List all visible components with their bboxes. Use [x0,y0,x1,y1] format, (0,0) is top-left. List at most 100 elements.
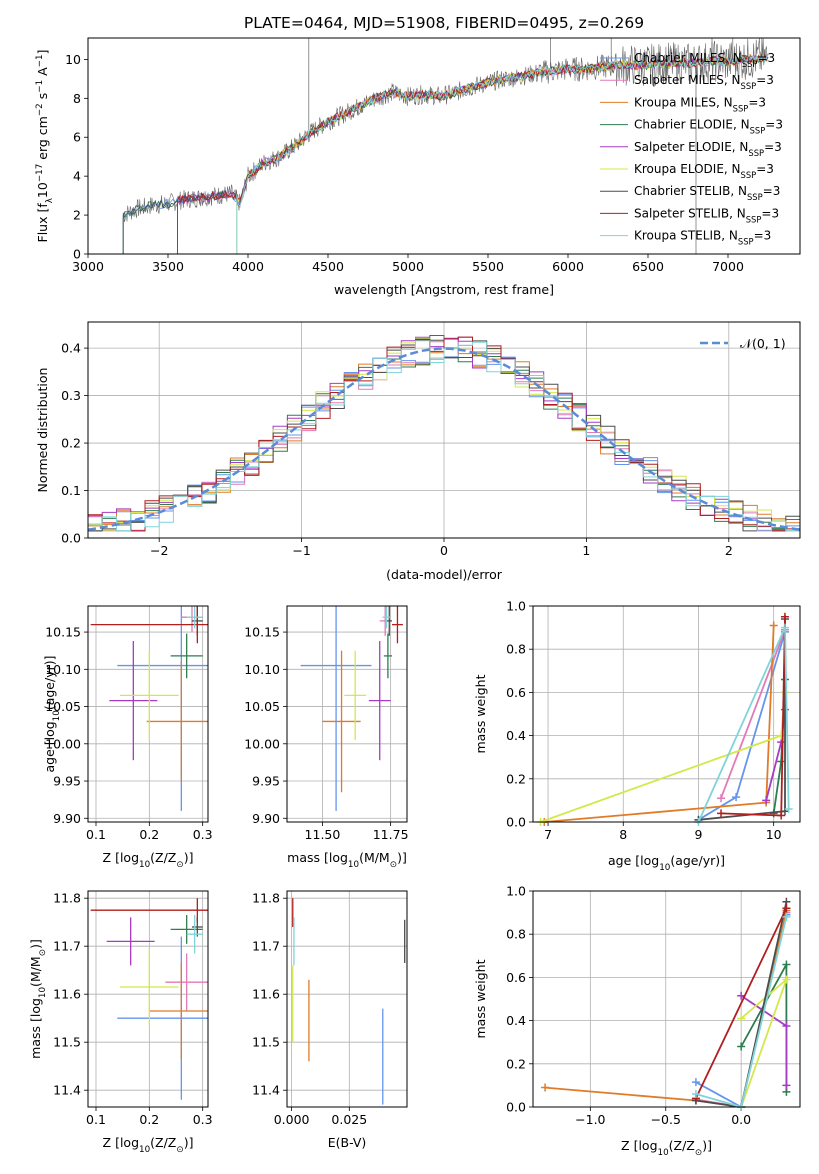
y-tick-label: 0.8 [506,642,526,657]
legend-entry-part: SSP [748,148,764,158]
x-axis-label-part: ⊙ [695,1148,702,1158]
legend-entry-part: =3 [748,95,766,109]
legend-entry-part: Chabrier ELODIE, N [634,118,750,132]
plot-frame [87,321,801,539]
x-tick-label: 4500 [312,259,344,274]
y-tick-label: 0.0 [506,815,526,830]
y-axis-label-part: −1 [35,54,45,67]
x-axis-label-part: )] [702,1138,712,1153]
x-tick-label: −1.0 [575,1112,605,1127]
series-line-group [737,960,791,1096]
y-tick-label: 0.2 [61,436,81,451]
plus-marker [737,1042,746,1051]
y-tick-label: 11.7 [252,939,280,954]
data-point [186,606,203,629]
y-tick-label: 11.8 [252,891,280,906]
legend-entry-part: SSP [746,214,762,224]
series-line [720,629,786,799]
legend-entry-part: =3 [765,118,783,132]
y-tick-label: 0.0 [61,531,81,546]
legend-entry-part: Kroupa MILES, N [634,95,733,109]
plus-marker [717,794,726,803]
model-spectrum-line [236,53,769,254]
y-tick-label: 1.0 [506,599,526,614]
axes-age_vs_mass: 11.50 11.75 9.90 9.95 10.00 10.05 10.10 10.15 ma… [244,605,409,870]
y-axis-label-part: −17 [35,164,45,182]
axes-mass_vs_EBV: 0.000 0.025 11.4 11.5 11.6 11.7 11.8 E(B-V) [252,890,408,1150]
plus-marker [782,960,791,969]
x-tick-label: 0.1 [86,827,106,842]
x-tick-label: 7000 [712,259,744,274]
y-axis-label-part: mass [log [28,998,43,1059]
legend-entry-part: SSP [733,103,749,113]
y-tick-label: 0.1 [61,483,81,498]
y-tick-label: 11.8 [53,891,81,906]
plus-marker [782,1022,791,1030]
axes-residual_histogram: −2 −1 0 1 2 0.0 0.1 0.2 0.3 0.4 Normed distributio… [35,321,801,582]
axes-mass_weight_vs_Z: −1.0 −0.5 0.0 0.0 0.2 0.4 0.6 0.8 1.0 Z [log10(Z/… [473,884,801,1158]
x-axis-label-part: (age/yr)] [670,853,725,868]
legend-entry: Salpeter MILES, NSSP=3 [634,73,774,91]
y-tick-label: 0.0 [506,1100,526,1115]
x-axis-label: E(B-V) [328,1135,367,1150]
y-tick-label: 0.2 [506,1056,526,1071]
legend-entry: Kroupa ELODIE, NSSP=3 [634,162,774,180]
x-tick-label: 0.2 [139,827,159,842]
data-point [322,650,361,793]
data-point [146,661,208,782]
legend-entry: 𝒩(0, 1) [740,336,786,351]
x-tick-label: 5000 [392,259,424,274]
plus-marker [691,1090,700,1099]
x-tick-label: 0.3 [193,1112,213,1127]
y-tick-label: 10.10 [244,662,280,677]
y-axis-label-part: Flux [f [35,203,50,243]
legend-entry-part: SSP [747,192,763,202]
x-axis-label: mass [log10(M/M⊙)] [287,850,407,870]
x-tick-label: 0 [440,543,448,558]
x-tick-label: −0.5 [651,1112,681,1127]
plus-marker [732,793,741,802]
y-tick-label: 11.5 [252,1035,280,1050]
legend-entry-part: =3 [764,140,782,154]
y-axis-label: Normed distribution [35,368,50,493]
x-tick-label: 0.025 [331,1112,367,1127]
y-tick-label: 11.7 [53,939,81,954]
legend-entry-part: Salpeter ELODIE, N [634,140,748,154]
x-axis-label-part: ⊙ [176,860,183,870]
data-point [90,606,208,644]
legend-entry-part: Kroupa ELODIE, N [634,162,741,176]
histogram-steps [88,340,800,532]
figure-title: PLATE=0464, MJD=51908, FIBERID=0495, z=0… [244,14,644,32]
plus-marker [782,912,791,921]
x-tick-label: 2 [725,543,733,558]
x-axis-label-part: ⊙ [390,860,397,870]
legend-entry-part: =3 [754,229,772,243]
y-axis-label-part: (M/M [28,956,43,987]
axes-age_vs_Z: 0.1 0.2 0.3 9.90 9.95 10.00 10.05 10.10 10.15 Z [… [42,605,213,870]
x-tick-label: 6500 [632,259,664,274]
series-line-group [536,688,789,826]
y-axis-label-part: 10 [38,987,48,998]
legend-entry: Chabrier MILES, NSSP=3 [634,51,775,69]
x-tick-label: 0.2 [139,1112,159,1127]
y-tick-label: 6 [73,130,81,145]
x-axis-label: wavelength [Angstrom, rest frame] [334,282,554,297]
x-tick-label: 1 [582,543,590,558]
y-tick-label: 10.00 [45,736,81,751]
x-tick-label: 5500 [472,259,504,274]
plus-marker [691,1078,700,1087]
x-tick-label: 3500 [152,259,184,274]
x-tick-label: 8 [619,827,627,842]
legend-entry-part: Chabrier MILES, N [634,51,742,65]
plot-frame [286,890,408,1108]
x-axis-label-part: 10 [658,1148,669,1158]
y-tick-label: 10.15 [45,625,81,640]
x-tick-label: 10 [766,827,782,842]
y-axis-label-part: ⊙ [38,949,48,956]
data-point [120,948,179,1026]
series-line-group [694,623,793,826]
plot-frame [286,605,408,823]
x-axis-label-part: Z [log [103,1135,139,1150]
x-axis-label: (data-model)/error [386,567,503,582]
